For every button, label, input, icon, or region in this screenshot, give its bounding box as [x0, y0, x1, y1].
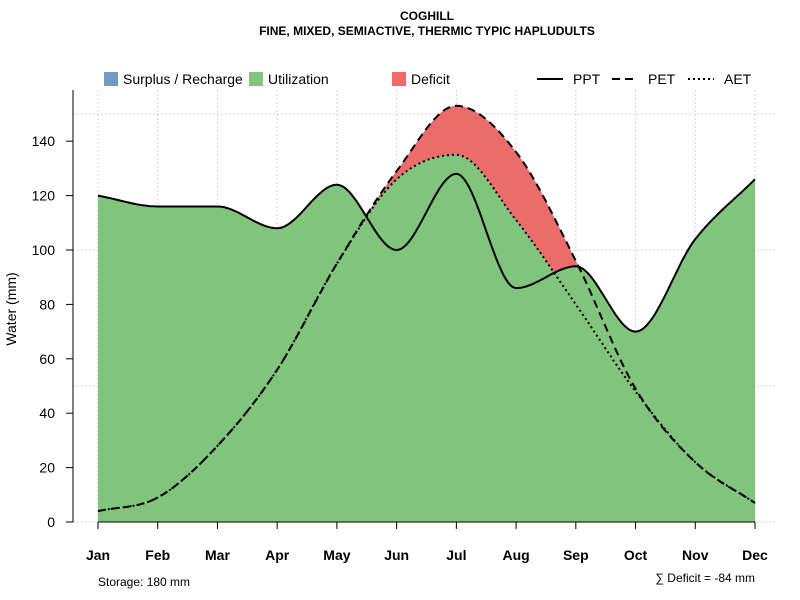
y-tick-label: 100: [32, 242, 56, 258]
legend-swatch: [392, 72, 406, 86]
series-line-ppt: [97, 172, 756, 333]
y-tick-label: 120: [32, 188, 56, 204]
axes: 0 20 40 60 80 100 120 140 Jan Feb Mar Apr May Jun Jul A…: [32, 90, 768, 563]
x-tick-label: Dec: [742, 547, 768, 563]
y-axis-label: Water (mm): [3, 272, 19, 345]
y-tick-label: 20: [39, 460, 55, 476]
x-tick-label: Jun: [384, 547, 409, 563]
x-tick-label: Feb: [145, 547, 170, 563]
series-line-aet: [97, 153, 756, 513]
legend-item: PET: [612, 71, 676, 87]
legend-item: Utilization: [249, 71, 329, 87]
y-tick-label: 40: [39, 405, 55, 421]
legend-label: AET: [724, 71, 752, 87]
legend-item: PPT: [537, 71, 601, 87]
x-tick-label: Mar: [205, 547, 230, 563]
legend-item: AET: [688, 71, 752, 87]
legend: Surplus / Recharge Utilization Deficit PPT P…: [104, 71, 752, 87]
x-tick-label: Jul: [446, 547, 466, 563]
legend-label: PET: [648, 71, 676, 87]
series-lines: [97, 104, 756, 513]
storage-note: Storage: 180 mm: [98, 575, 190, 589]
deficit-note: ∑ Deficit = -84 mm: [655, 571, 755, 585]
area-fills: [98, 105, 755, 523]
legend-label: Deficit: [411, 71, 450, 87]
legend-item: Surplus / Recharge: [104, 71, 243, 87]
legend-item: Deficit: [392, 71, 450, 87]
chart-subtitle: FINE, MIXED, SEMIACTIVE, THERMIC TYPIC H…: [259, 24, 595, 38]
x-tick-label: Aug: [502, 547, 529, 563]
x-tick-label: May: [323, 547, 350, 563]
legend-label: PPT: [573, 71, 601, 87]
series-line-pet: [97, 104, 756, 513]
x-tick-label: Apr: [265, 547, 290, 563]
legend-swatch: [249, 72, 263, 86]
legend-label: Surplus / Recharge: [123, 71, 243, 87]
y-tick-label: 80: [39, 296, 55, 312]
legend-label: Utilization: [268, 71, 329, 87]
y-tick-label: 0: [47, 514, 55, 530]
legend-swatch: [104, 72, 118, 86]
y-tick-label: 140: [32, 133, 56, 149]
x-tick-label: Jan: [86, 547, 110, 563]
x-tick-label: Nov: [682, 547, 709, 563]
utilization-area: [98, 154, 755, 523]
x-tick-label: Sep: [563, 547, 589, 563]
y-tick-label: 60: [39, 351, 55, 367]
chart-title: COGHILL: [400, 9, 454, 23]
x-tick-label: Oct: [624, 547, 648, 563]
